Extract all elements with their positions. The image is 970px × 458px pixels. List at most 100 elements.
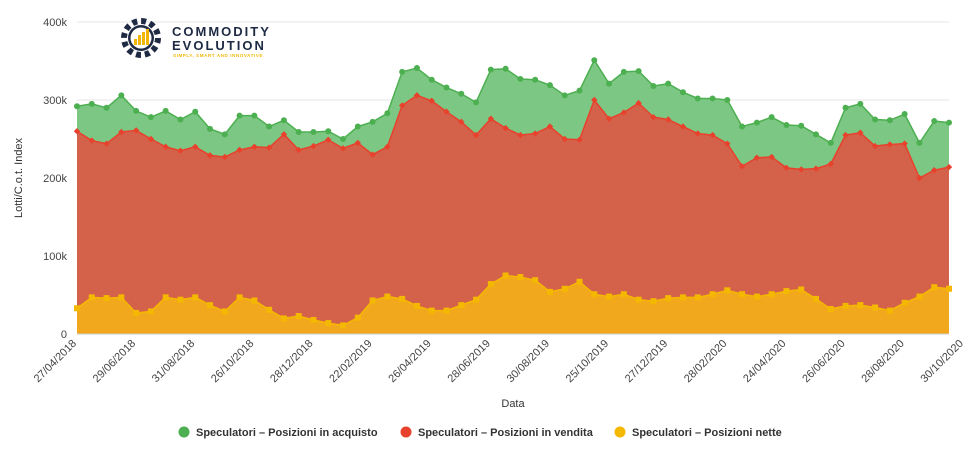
- point-nette-55[interactable]: [886, 307, 893, 314]
- point-acquisto-2[interactable]: [103, 104, 110, 111]
- point-nette-18[interactable]: [340, 322, 347, 329]
- point-nette-8[interactable]: [192, 294, 199, 301]
- point-nette-11[interactable]: [236, 294, 243, 301]
- point-vendita-9[interactable]: [206, 152, 214, 159]
- point-acquisto-4[interactable]: [133, 107, 140, 114]
- point-nette-44[interactable]: [724, 287, 731, 294]
- legend-item-acquisto[interactable]: Speculatori – Posizioni in acquisto: [178, 426, 378, 440]
- point-acquisto-18[interactable]: [340, 136, 347, 142]
- point-nette-57[interactable]: [916, 293, 923, 300]
- point-nette-16[interactable]: [310, 316, 317, 323]
- point-acquisto-0[interactable]: [74, 103, 80, 110]
- legend-item-vendita[interactable]: Speculatori – Posizioni in vendita: [400, 426, 594, 440]
- point-vendita-11[interactable]: [236, 146, 243, 154]
- point-nette-40[interactable]: [665, 295, 672, 302]
- point-nette-13[interactable]: [266, 306, 273, 313]
- point-vendita-23[interactable]: [413, 92, 421, 99]
- point-acquisto-29[interactable]: [502, 65, 509, 72]
- point-vendita-53[interactable]: [857, 129, 864, 136]
- point-vendita-26[interactable]: [458, 118, 465, 126]
- point-vendita-17[interactable]: [325, 136, 332, 143]
- point-vendita-52[interactable]: [842, 131, 849, 139]
- point-acquisto-27[interactable]: [473, 99, 480, 106]
- point-vendita-10[interactable]: [221, 153, 228, 161]
- point-vendita-30[interactable]: [517, 131, 524, 139]
- point-nette-30[interactable]: [517, 274, 524, 281]
- point-acquisto-37[interactable]: [620, 68, 627, 75]
- point-acquisto-7[interactable]: [177, 116, 184, 123]
- point-vendita-40[interactable]: [664, 116, 672, 123]
- point-acquisto-22[interactable]: [399, 68, 406, 75]
- point-vendita-32[interactable]: [546, 123, 554, 130]
- point-vendita-58[interactable]: [931, 167, 938, 174]
- point-vendita-22[interactable]: [398, 102, 406, 109]
- point-nette-25[interactable]: [443, 307, 450, 314]
- point-acquisto-6[interactable]: [162, 107, 169, 114]
- point-nette-38[interactable]: [635, 296, 642, 303]
- point-acquisto-32[interactable]: [546, 82, 553, 89]
- point-nette-22[interactable]: [399, 295, 406, 302]
- point-nette-3[interactable]: [118, 294, 125, 301]
- point-vendita-42[interactable]: [694, 130, 701, 137]
- point-acquisto-3[interactable]: [118, 92, 125, 99]
- point-vendita-56[interactable]: [901, 140, 908, 147]
- point-nette-12[interactable]: [251, 297, 258, 304]
- point-acquisto-45[interactable]: [739, 123, 746, 130]
- point-acquisto-47[interactable]: [768, 114, 775, 121]
- legend-item-nette[interactable]: Speculatori – Posizioni nette: [614, 426, 782, 440]
- point-vendita-2[interactable]: [103, 140, 110, 147]
- point-acquisto-14[interactable]: [280, 117, 287, 124]
- point-acquisto-38[interactable]: [635, 68, 642, 75]
- point-nette-43[interactable]: [709, 291, 716, 298]
- point-vendita-27[interactable]: [472, 131, 480, 139]
- point-vendita-24[interactable]: [428, 97, 435, 104]
- point-vendita-29[interactable]: [502, 124, 509, 132]
- point-vendita-14[interactable]: [280, 131, 288, 138]
- point-acquisto-53[interactable]: [857, 100, 864, 107]
- point-nette-24[interactable]: [428, 307, 435, 314]
- point-vendita-4[interactable]: [132, 127, 140, 134]
- point-vendita-57[interactable]: [916, 174, 923, 182]
- point-vendita-41[interactable]: [679, 123, 687, 130]
- point-vendita-48[interactable]: [783, 164, 790, 172]
- point-acquisto-55[interactable]: [886, 117, 893, 124]
- point-vendita-51[interactable]: [827, 160, 834, 168]
- point-nette-5[interactable]: [147, 308, 154, 315]
- point-nette-29[interactable]: [502, 272, 509, 279]
- point-vendita-34[interactable]: [576, 136, 583, 143]
- point-vendita-12[interactable]: [251, 143, 258, 150]
- point-vendita-55[interactable]: [886, 141, 894, 148]
- point-nette-50[interactable]: [812, 295, 819, 302]
- point-acquisto-58[interactable]: [931, 118, 938, 125]
- point-nette-56[interactable]: [901, 299, 908, 306]
- point-vendita-1[interactable]: [88, 137, 95, 144]
- point-acquisto-50[interactable]: [812, 131, 819, 138]
- point-vendita-0[interactable]: [73, 128, 81, 135]
- point-acquisto-11[interactable]: [236, 112, 243, 119]
- point-vendita-36[interactable]: [605, 115, 613, 122]
- point-acquisto-48[interactable]: [783, 121, 790, 128]
- point-nette-48[interactable]: [783, 288, 790, 295]
- point-nette-39[interactable]: [650, 298, 657, 305]
- point-nette-51[interactable]: [827, 306, 834, 313]
- point-vendita-13[interactable]: [265, 144, 273, 151]
- point-vendita-6[interactable]: [162, 143, 169, 150]
- point-acquisto-1[interactable]: [88, 100, 95, 107]
- point-vendita-5[interactable]: [147, 135, 155, 143]
- point-nette-7[interactable]: [177, 296, 184, 303]
- point-nette-27[interactable]: [473, 296, 480, 303]
- point-vendita-38[interactable]: [635, 99, 642, 107]
- point-acquisto-23[interactable]: [413, 65, 420, 72]
- point-vendita-47[interactable]: [768, 153, 775, 161]
- point-nette-21[interactable]: [384, 293, 391, 300]
- point-acquisto-21[interactable]: [384, 110, 391, 117]
- point-nette-53[interactable]: [857, 302, 864, 309]
- point-acquisto-28[interactable]: [487, 66, 494, 73]
- point-acquisto-35[interactable]: [591, 57, 598, 64]
- point-nette-58[interactable]: [931, 284, 938, 291]
- point-vendita-54[interactable]: [871, 142, 879, 150]
- point-vendita-3[interactable]: [118, 128, 125, 136]
- point-vendita-45[interactable]: [738, 163, 746, 170]
- point-acquisto-12[interactable]: [251, 112, 258, 119]
- point-vendita-33[interactable]: [561, 135, 568, 143]
